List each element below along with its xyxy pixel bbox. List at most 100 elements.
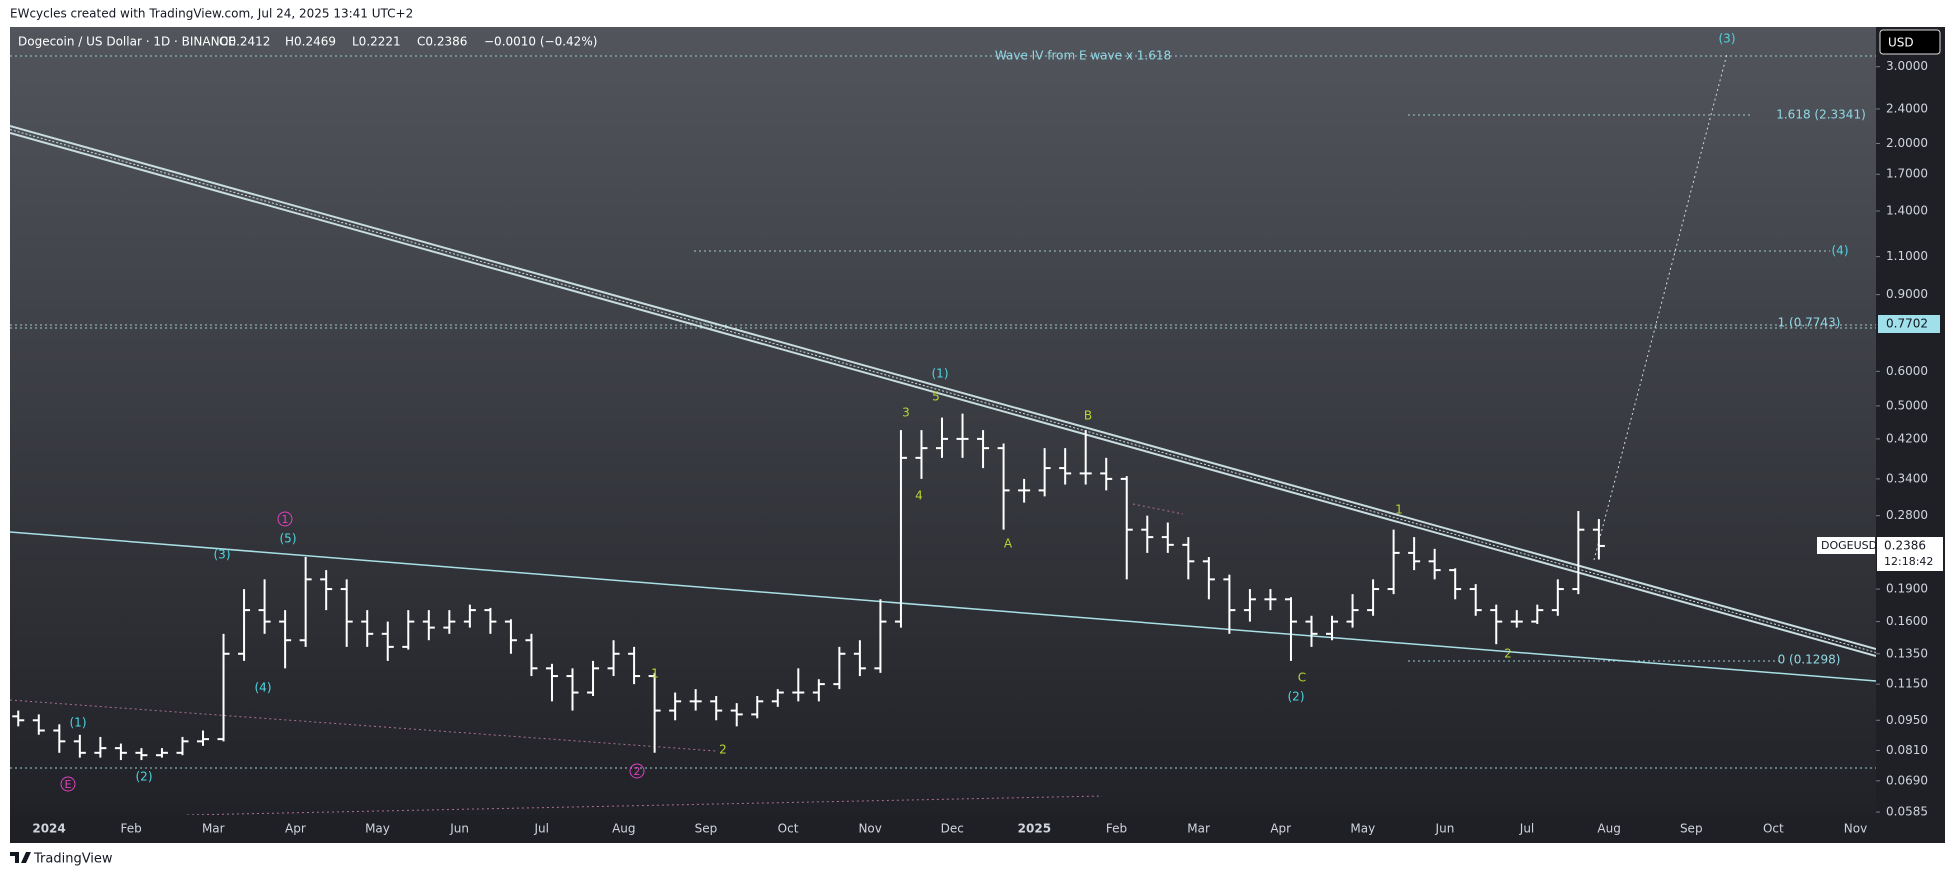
wave-label: (5): [280, 532, 297, 546]
x-tick-label: Oct: [778, 822, 799, 836]
wave-label: (4): [1832, 244, 1849, 258]
wave-label: (2): [136, 770, 153, 784]
wave-labels: 3 5 4 A B C 1 2 1 2 (1) (3) (5) (4) (1) …: [60, 32, 1849, 792]
x-tick-label: Oct: [1763, 822, 1784, 836]
x-tick-label: May: [365, 822, 390, 836]
wave-label: (3): [214, 548, 231, 562]
low: L0.2221: [352, 35, 401, 49]
x-tick-label: Feb: [121, 822, 142, 836]
drawings: [10, 53, 1876, 815]
wave-label: (1): [70, 716, 87, 730]
wave-label: 1: [651, 667, 659, 681]
x-tick-label: Jun: [1435, 822, 1455, 836]
x-tick-label: Mar: [1187, 822, 1210, 836]
wave-circle: [629, 763, 645, 779]
legend: Dogecoin / US Dollar · 1D · BINANCE O0.2…: [18, 35, 597, 49]
x-tick-label: Nov: [1844, 822, 1867, 836]
y-tick-label: 0.1350: [1886, 646, 1928, 660]
level-label: Wave IV from E wave x 1.618: [995, 49, 1171, 63]
y-tick-label: 1.4000: [1886, 203, 1928, 217]
currency[interactable]: USD: [1888, 36, 1914, 50]
x-tick-label: Apr: [1270, 822, 1291, 836]
y-tick-label: 0.3400: [1886, 471, 1928, 485]
change: −0.0010 (−0.42%): [484, 35, 597, 49]
y-tick-label: 0.0950: [1886, 713, 1928, 727]
currency-button[interactable]: [1879, 29, 1941, 55]
wave-label: 2: [719, 743, 727, 757]
x-tick-label: Jun: [449, 822, 469, 836]
level-tag: 0.7702: [1886, 317, 1928, 331]
x-tick-label: 2024: [32, 822, 65, 836]
x-tick-label: Apr: [285, 822, 306, 836]
x-tick-label: Sep: [695, 822, 718, 836]
countdown: 12:18:42: [1884, 555, 1933, 568]
wave-label: 3: [902, 406, 910, 420]
close: C0.2386: [417, 35, 467, 49]
y-tick-label: 0.0690: [1886, 773, 1928, 787]
x-tick-label: Jul: [1519, 822, 1534, 836]
y-tick-label: 0.4200: [1886, 431, 1928, 445]
ticker: DOGEUSD: [1821, 539, 1877, 552]
x-tick-label: May: [1350, 822, 1375, 836]
level-label: 0 (0.1298): [1778, 653, 1841, 667]
wave-label: (1): [932, 367, 949, 381]
brand: TradingView: [10, 852, 113, 867]
price-axis-tags: USD 0.7702 DOGEUSD 0.2386 12:18:42: [1817, 29, 1943, 571]
last-price-box: [1877, 537, 1943, 571]
y-tick-label: 0.0585: [1886, 805, 1928, 819]
wave-label: 5: [932, 390, 940, 404]
channel-line: [10, 531, 1876, 682]
pink-line: [1132, 503, 1184, 515]
y-tick-label: 0.0810: [1886, 743, 1928, 757]
wave-circle: [277, 511, 293, 527]
brand-name: TradingView: [33, 852, 113, 867]
open: O0.2412: [219, 35, 270, 49]
x-tick-label: Aug: [612, 822, 635, 836]
x-tick-label: Jul: [533, 822, 548, 836]
price-axis-panel: [1876, 27, 1945, 843]
y-tick-label: 0.6000: [1886, 364, 1928, 378]
y-tick-label: 2.4000: [1886, 101, 1928, 115]
wave-label: 1: [1395, 503, 1403, 517]
wave-label: (3): [1719, 32, 1736, 46]
level-label: 1.618 (2.3341): [1776, 108, 1866, 122]
x-tick-label: Feb: [1106, 822, 1127, 836]
wave-label: E: [65, 778, 72, 791]
x-tick-label: Sep: [1680, 822, 1703, 836]
y-tick-label: 0.2800: [1886, 508, 1928, 522]
y-tick-label: 0.5000: [1886, 398, 1928, 412]
symbol: Dogecoin / US Dollar · 1D · BINANCE: [18, 35, 236, 49]
y-tick-label: 0.1900: [1886, 582, 1928, 596]
x-tick-label: Aug: [1597, 822, 1620, 836]
wave-label: 1: [282, 513, 289, 526]
ticker-box: [1817, 537, 1875, 554]
brand-logo: [10, 852, 31, 863]
wave-label: A: [1004, 537, 1013, 551]
wave-label: B: [1084, 409, 1092, 423]
wave-label: 2: [634, 765, 641, 778]
wave-label: (4): [255, 681, 272, 695]
y-tick-label: 1.1000: [1886, 249, 1928, 263]
wave-label: 4: [915, 489, 923, 503]
wave-label: C: [1298, 671, 1306, 685]
projection-line: [1593, 53, 1728, 561]
y-tick-label: 0.1600: [1886, 614, 1928, 628]
chart-panel: [10, 27, 1945, 843]
y-tick-label: 3.0000: [1886, 59, 1928, 73]
level-labels: Wave IV from E wave x 1.618 1.618 (2.334…: [995, 49, 1866, 667]
trend-line: [10, 129, 1876, 653]
trend-line: [10, 125, 1876, 650]
last-price: 0.2386: [1884, 539, 1926, 553]
level-label: 1 (0.7743): [1778, 316, 1841, 330]
credit: EWcycles created with TradingView.com, J…: [10, 7, 413, 21]
trend-line: [10, 132, 1876, 657]
x-tick-label: Nov: [858, 822, 881, 836]
high: H0.2469: [285, 35, 336, 49]
x-tick-label: Dec: [941, 822, 964, 836]
y-tick-label: 1.7000: [1886, 167, 1928, 181]
x-tick-label: 2025: [1018, 822, 1051, 836]
time-axis-panel: [10, 815, 1876, 843]
wave-circle: [60, 776, 76, 792]
wave-label: 2: [1504, 647, 1512, 661]
